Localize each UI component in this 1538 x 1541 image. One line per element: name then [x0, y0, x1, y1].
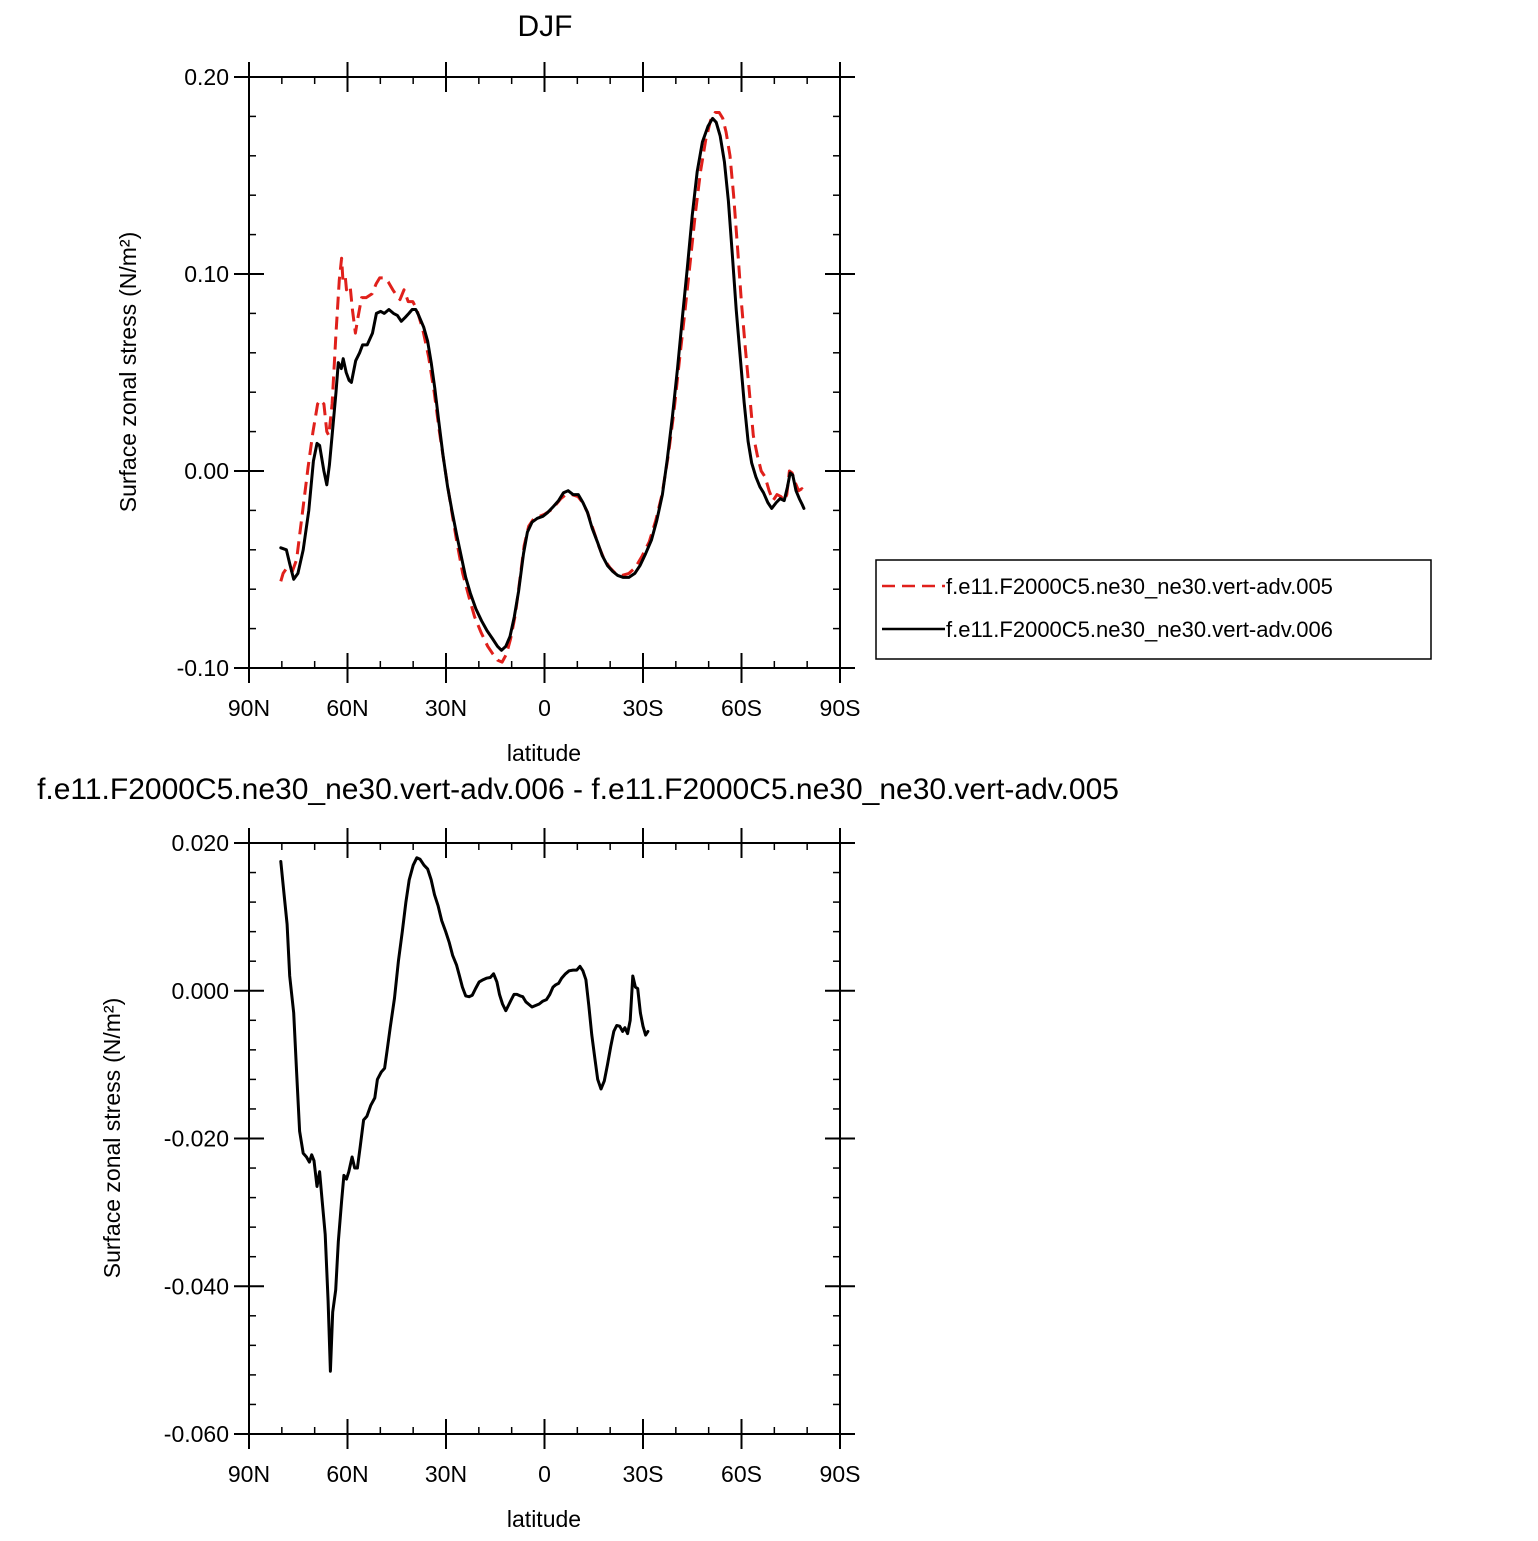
x-tick-label: 60N — [326, 695, 368, 721]
y-tick-label: -0.020 — [164, 1126, 229, 1152]
x-tick-label: 30N — [425, 695, 467, 721]
bottom-chart-title: f.e11.F2000C5.ne30_ne30.vert-adv.006 - f… — [37, 773, 1119, 806]
x-tick-label: 90S — [820, 1461, 861, 1487]
y-tick-label: 0.20 — [184, 64, 229, 90]
bottom-data-lines — [279, 856, 650, 1373]
x-tick-label: 30N — [425, 1461, 467, 1487]
bottom-x-tick-labels: 90N 60N 30N 0 30S 60S 90S — [228, 1461, 861, 1487]
top-panel: DJF -0.100.000.100.20 90N 60N 30N 0 30S 60S 90… — [115, 10, 1432, 766]
top-x-axis-label: latitude — [507, 740, 581, 766]
x-tick-label: 60S — [721, 695, 762, 721]
series-line-1 — [279, 116, 806, 652]
top-plot-frame — [248, 76, 841, 669]
x-tick-label: 30S — [623, 695, 664, 721]
bottom-y-axis-label-text: Surface zonal stress — [99, 1070, 125, 1278]
top-tick-marks — [234, 62, 855, 683]
bottom-tick-marks — [234, 828, 855, 1449]
x-tick-label: 60N — [326, 1461, 368, 1487]
y-tick-label: -0.040 — [164, 1273, 229, 1299]
series-line-0 — [279, 111, 806, 664]
legend: f.e11.F2000C5.ne30_ne30.vert-adv.005 f.e… — [875, 559, 1432, 660]
y-tick-label: 0.10 — [184, 261, 229, 287]
y-tick-label: 0.000 — [171, 978, 229, 1004]
x-tick-label: 30S — [623, 1461, 664, 1487]
top-data-lines — [279, 111, 806, 664]
x-tick-label: 90S — [820, 695, 861, 721]
y-tick-label: 0.00 — [184, 458, 229, 484]
x-tick-label: 60S — [721, 1461, 762, 1487]
y-tick-label: 0.020 — [171, 830, 229, 856]
bottom-panel: f.e11.F2000C5.ne30_ne30.vert-adv.006 - f… — [37, 773, 1119, 1532]
top-y-axis-label-text: Surface zonal stress — [115, 304, 141, 512]
x-tick-label: 0 — [538, 695, 551, 721]
top-y-axis-unit: (N/m²) — [115, 232, 141, 297]
y-tick-label: -0.060 — [164, 1421, 229, 1447]
bottom-plot-frame — [248, 842, 841, 1435]
top-x-tick-labels: 90N 60N 30N 0 30S 60S 90S — [228, 695, 861, 721]
y-tick-label: -0.10 — [177, 655, 229, 681]
legend-label-series-005: f.e11.F2000C5.ne30_ne30.vert-adv.005 — [946, 574, 1333, 599]
bottom-y-axis-label: Surface zonal stress (N/m²) — [99, 998, 125, 1279]
legend-label-series-006: f.e11.F2000C5.ne30_ne30.vert-adv.006 — [946, 617, 1333, 642]
bottom-y-axis-unit: (N/m²) — [99, 998, 125, 1063]
top-y-tick-labels: -0.10 0.00 0.10 0.20 — [177, 64, 229, 681]
legend-box — [875, 559, 1432, 660]
x-tick-label: 90N — [228, 695, 270, 721]
top-y-axis-label: Surface zonal stress (N/m²) — [115, 232, 141, 513]
x-tick-label: 90N — [228, 1461, 270, 1487]
top-chart-title: DJF — [518, 10, 573, 43]
bottom-y-tick-labels: -0.060 -0.040 -0.020 0.000 0.020 — [164, 830, 229, 1447]
bottom-x-axis-label: latitude — [507, 1506, 581, 1532]
series-line-0 — [279, 856, 650, 1373]
x-tick-label: 0 — [538, 1461, 551, 1487]
